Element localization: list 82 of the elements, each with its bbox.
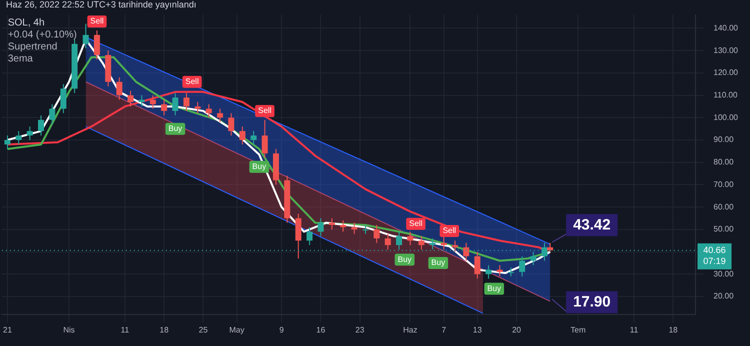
candlestick bbox=[4, 135, 10, 150]
x-tick-label: 13 bbox=[472, 325, 482, 334]
annotation: 17.90 bbox=[573, 293, 611, 310]
y-tick-label: 90.00 bbox=[714, 135, 734, 144]
candlestick bbox=[384, 233, 391, 250]
chart-subtitle: Haz 26, 2022 22:52 UTC+3 tarihinde yayınlandı bbox=[6, 0, 196, 10]
annotation: Sell bbox=[90, 16, 104, 26]
x-tick-label: Nis bbox=[63, 325, 75, 334]
candlestick bbox=[351, 222, 358, 234]
x-tick-label: 7 bbox=[442, 325, 447, 334]
y-tick-label: 30.00 bbox=[714, 269, 734, 278]
y-tick-label: 130.00 bbox=[714, 46, 739, 55]
candlestick bbox=[49, 104, 56, 125]
y-tick-label: 60.00 bbox=[714, 202, 734, 212]
candlestick bbox=[418, 236, 424, 250]
y-tick-label: 110.00 bbox=[714, 90, 738, 100]
candlestick bbox=[26, 126, 33, 141]
candlestick bbox=[239, 126, 246, 145]
annotation: Buy bbox=[252, 162, 266, 172]
candlestick bbox=[374, 224, 380, 244]
chart-title: SOL, 4h bbox=[8, 18, 45, 29]
candlestick bbox=[60, 84, 66, 114]
candlestick bbox=[262, 119, 268, 158]
ref-line-label: 40.66 07:19 bbox=[703, 244, 726, 266]
annotation: Sell bbox=[185, 77, 199, 86]
candlestick bbox=[206, 104, 212, 118]
candlestick bbox=[150, 94, 156, 110]
annotation: Sell bbox=[442, 226, 456, 236]
candlestick bbox=[328, 218, 335, 230]
x-tick-label: 18 bbox=[160, 325, 170, 334]
candlestick bbox=[82, 23, 89, 49]
annotation: Buy bbox=[168, 124, 182, 134]
annotation: Sell bbox=[258, 106, 272, 116]
x-tick-label: 11 bbox=[630, 325, 639, 334]
candlestick bbox=[318, 218, 324, 237]
candlestick bbox=[183, 92, 190, 112]
candlestick bbox=[496, 264, 503, 277]
annotation: Buy bbox=[431, 258, 446, 268]
candlestick bbox=[217, 108, 224, 123]
candlestick bbox=[94, 30, 100, 60]
annotation: Supertrend bbox=[8, 42, 58, 53]
candlestick bbox=[16, 130, 22, 145]
annotation: +0.04 (+0.10%) bbox=[8, 30, 77, 41]
x-tick-label: 21 bbox=[2, 325, 12, 334]
candlestick bbox=[161, 99, 168, 116]
y-tick-label: 140.00 bbox=[714, 23, 739, 32]
candlestick bbox=[530, 251, 536, 266]
candlestick bbox=[486, 264, 492, 280]
y-tick-label: 50.00 bbox=[714, 224, 734, 234]
candlestick bbox=[116, 76, 122, 100]
x-tick-label: Tem bbox=[570, 325, 586, 334]
y-tick-label: 80.00 bbox=[714, 158, 734, 167]
x-tick-label: 18 bbox=[668, 325, 678, 334]
y-tick-label: 100.00 bbox=[714, 112, 739, 122]
x-tick-label: 16 bbox=[316, 325, 326, 334]
y-tick-label: 20.00 bbox=[714, 292, 734, 301]
annotation: 3ema bbox=[8, 54, 34, 65]
candlestick bbox=[306, 226, 313, 246]
x-tick-label: May bbox=[229, 325, 244, 334]
annotation: 43.42 bbox=[573, 216, 611, 234]
x-tick-label: 20 bbox=[512, 325, 522, 334]
annotation: Buy bbox=[487, 284, 502, 293]
x-tick-label: 9 bbox=[279, 325, 284, 334]
candlestick bbox=[295, 213, 302, 260]
y-tick-label: 70.00 bbox=[714, 180, 734, 189]
annotation: Buy bbox=[398, 254, 412, 264]
x-tick-label: Haz bbox=[403, 325, 418, 334]
candlestick bbox=[228, 112, 234, 136]
candlestick bbox=[250, 130, 257, 145]
candlestick bbox=[172, 92, 178, 116]
candlestick bbox=[38, 114, 44, 136]
annotation: Sell bbox=[409, 219, 423, 228]
x-tick-label: 23 bbox=[355, 325, 365, 334]
candlestick bbox=[128, 90, 134, 107]
x-tick-label: 11 bbox=[120, 325, 130, 334]
x-tick-label: 25 bbox=[198, 325, 208, 334]
candlestick bbox=[519, 256, 526, 277]
candlestick bbox=[463, 242, 470, 262]
candlestick bbox=[407, 231, 414, 246]
candlestick bbox=[474, 251, 480, 280]
candlestick bbox=[452, 240, 458, 252]
y-tick-label: 120.00 bbox=[714, 68, 739, 78]
